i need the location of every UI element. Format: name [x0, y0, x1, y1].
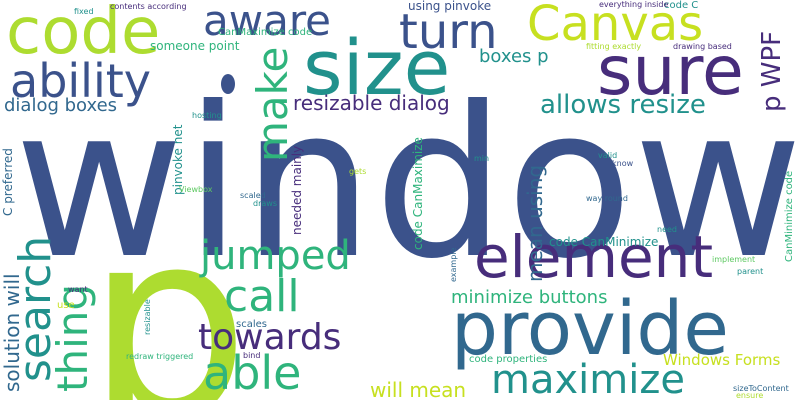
word-needed-mainly: needed mainly [290, 145, 304, 235]
word-turn: turn [399, 4, 498, 60]
word-redraw-triggered: redraw triggered [126, 352, 194, 361]
word-drawing-based: drawing based [673, 42, 732, 51]
word-way-round: way round [586, 194, 628, 203]
word-know: know [612, 159, 634, 168]
word-gets: gets [349, 167, 367, 176]
word-fitting-exactly: fitting exactly [586, 42, 642, 51]
word-solution-will: solution will [0, 273, 24, 392]
word-resizable-dialog: resizable dialog [293, 91, 450, 115]
word-want: want [68, 285, 88, 294]
word-make: make [248, 46, 297, 162]
word-code-c: code C [664, 0, 699, 11]
word-contents-according: contents according [110, 2, 187, 11]
word-need: need [657, 225, 677, 234]
word-sizetocontent: sizeToContent [733, 384, 789, 393]
word-canminimize-code: CanMinimize code [784, 170, 795, 262]
word-parent: parent [737, 267, 764, 276]
word-mean-using: mean using [523, 164, 547, 282]
word-using-pinvoke: using pinvoke [408, 0, 492, 13]
word-scales: scales [236, 319, 267, 330]
dot-decoration [221, 74, 235, 94]
word-everything-inside: everything inside [599, 0, 669, 9]
word-allows-resize: allows resize [540, 90, 706, 120]
word-canvas: Canvas [527, 0, 704, 52]
word-maximize: maximize [491, 357, 685, 400]
word-ability: ability [10, 54, 151, 108]
word-will-mean: will mean [370, 378, 467, 400]
word-someone-point: someone point [150, 39, 240, 53]
word-able: able [203, 346, 302, 400]
word-viewbox: Viewbox [179, 185, 213, 194]
word-towards: towards [198, 317, 342, 358]
word-hosting: hosting [192, 111, 222, 120]
word-example: example [449, 247, 458, 282]
word-aware: aware [203, 0, 332, 45]
word-size: size [303, 23, 451, 112]
word-code-canmaximize-vertical: code CanMaximize [411, 137, 425, 250]
word-window: window [14, 63, 800, 305]
word-boxes-p: boxes p [479, 46, 549, 67]
word-minimize-buttons: minimize buttons [451, 287, 608, 308]
word-call: call [224, 271, 300, 322]
word-min: min [474, 154, 490, 163]
word-resizable: resizable [143, 299, 152, 335]
word-sure: sure [597, 32, 744, 111]
word-valid: valid [598, 151, 618, 160]
word-code-canminimize: code CanMinimize [549, 235, 659, 249]
word-p-large: p [86, 175, 250, 400]
word-dialog-boxes: dialog boxes [4, 95, 118, 116]
word-c-preferred: C preferred [1, 148, 15, 216]
word-implement: implement [712, 255, 756, 264]
word-fixed: fixed [74, 7, 94, 16]
word-windows-forms: Windows Forms [663, 351, 781, 369]
word-element: element [474, 223, 714, 291]
word-jumped: jumped [200, 233, 351, 279]
word-ensure: ensure [736, 391, 764, 400]
word-scaled: scaled [240, 191, 266, 200]
word-p-wpf: p WPF [757, 30, 787, 112]
word-use: use [57, 300, 75, 311]
word-draws: draws [253, 199, 277, 208]
word-canmaximize-code-top: CanMaximize code [218, 27, 313, 38]
word-provide: provide [451, 286, 729, 372]
word-bind: bind [243, 351, 261, 360]
word-code-top: code [6, 0, 161, 69]
word-code-properties: code properties [469, 354, 548, 365]
